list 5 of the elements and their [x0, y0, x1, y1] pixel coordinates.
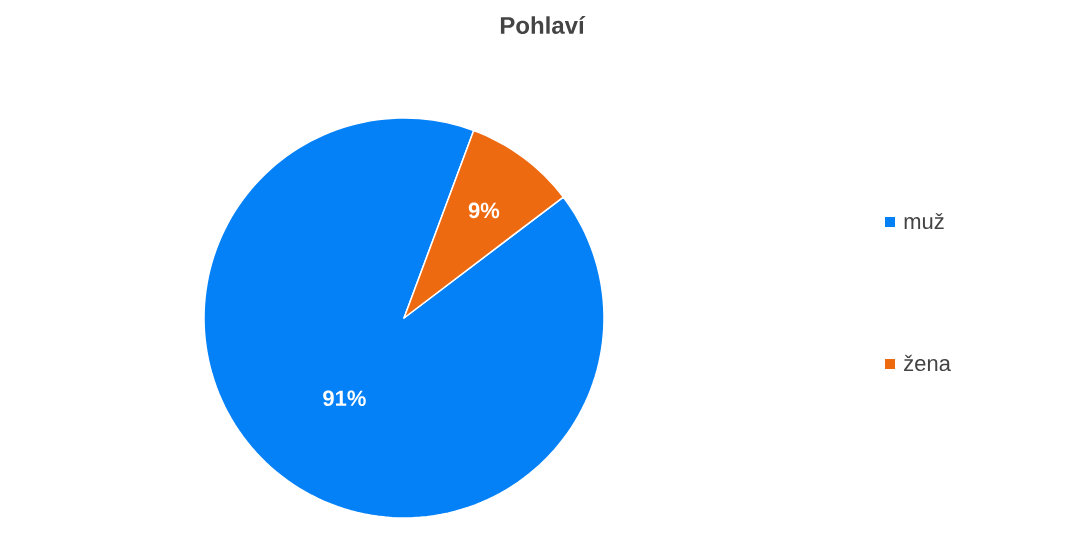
legend-label: žena: [904, 354, 951, 372]
legend-label: muž: [904, 212, 944, 230]
data-label: 9%: [468, 202, 500, 219]
chart-title: Pohlaví: [500, 16, 586, 34]
data-label: 91%: [323, 390, 366, 407]
